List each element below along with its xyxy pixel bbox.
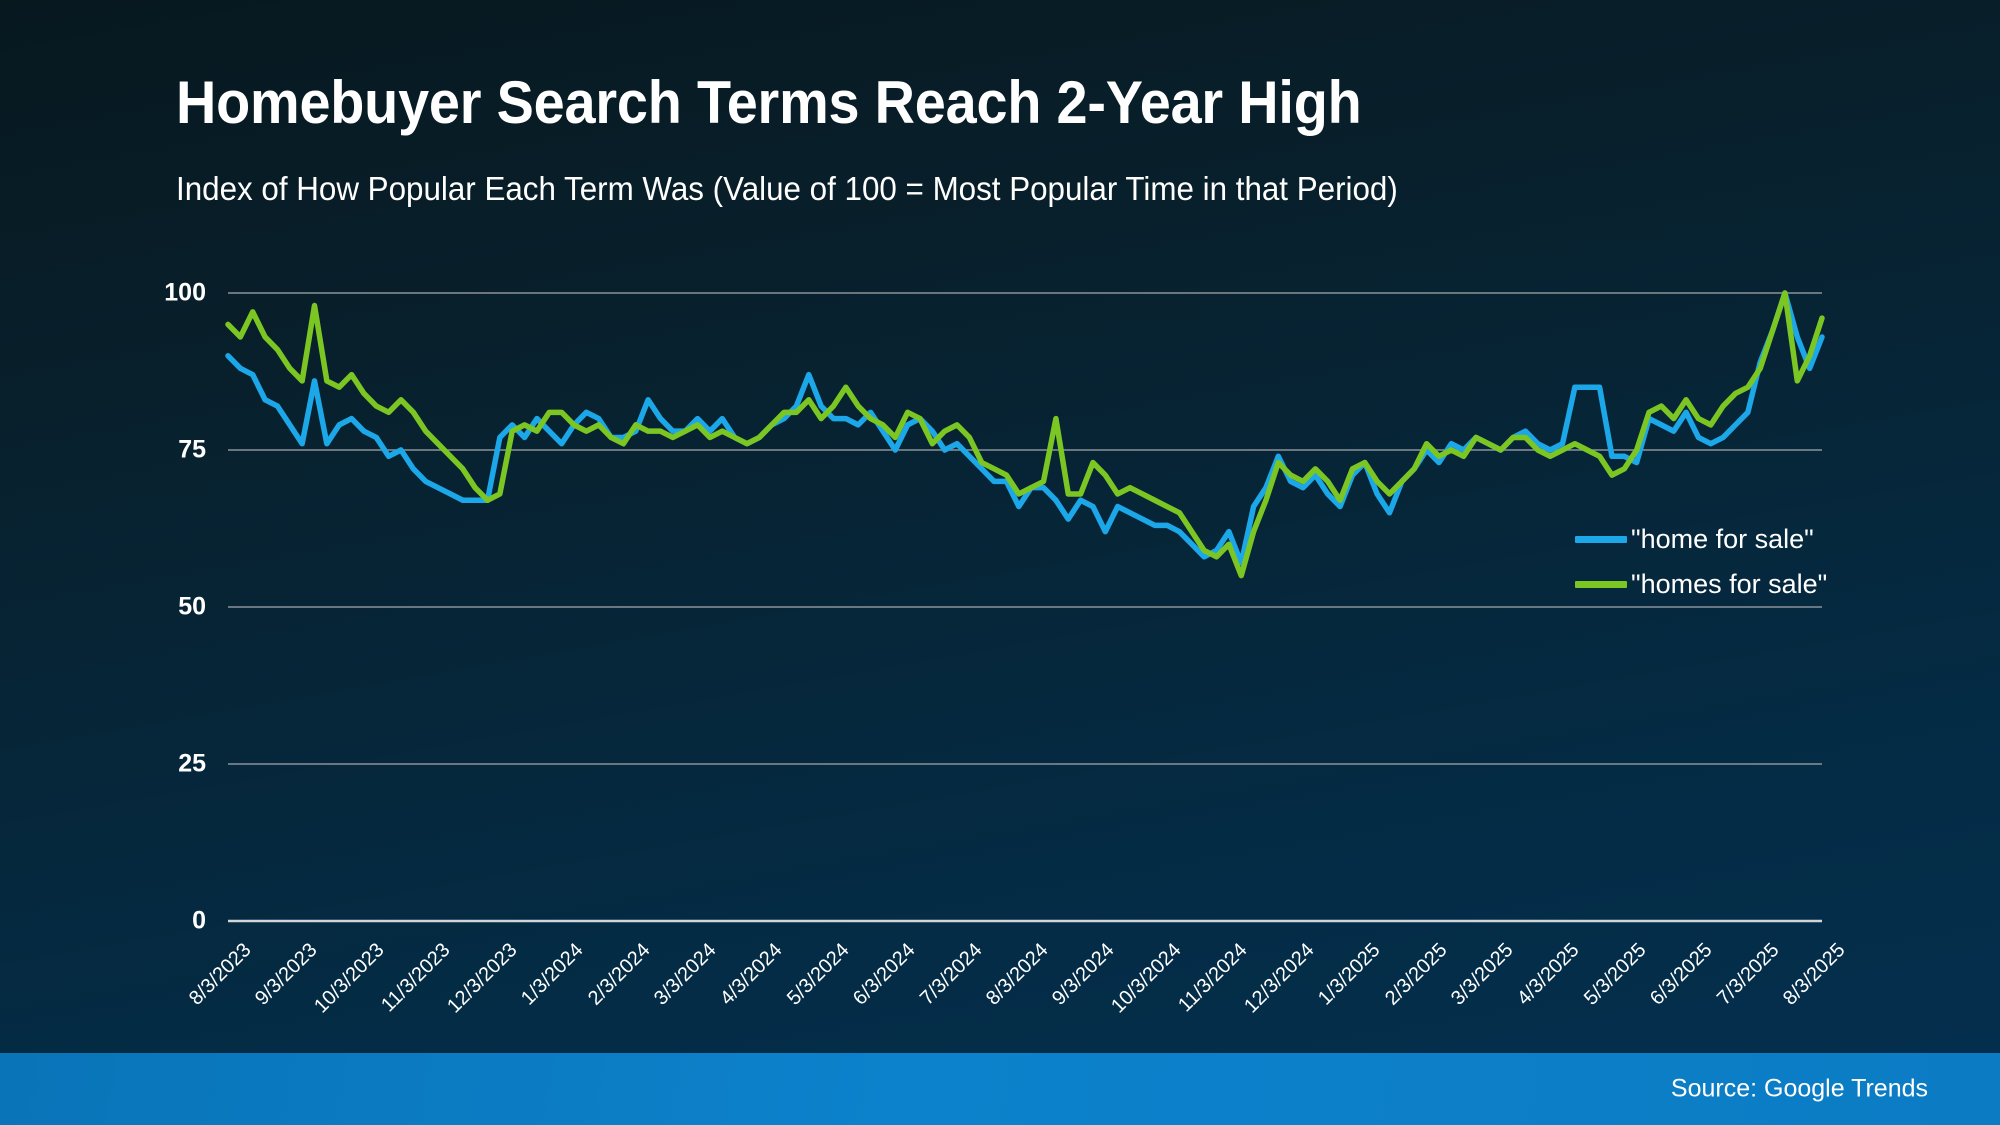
legend-label-homes-for-sale: "homes for sale": [1631, 569, 1828, 599]
page-subtitle: Index of How Popular Each Term Was (Valu…: [176, 170, 1398, 207]
footer-bar: Source: Google Trends: [0, 1053, 2000, 1125]
legend-swatch-green: [1575, 581, 1627, 588]
legend-swatch-blue: [1575, 536, 1627, 543]
y-axis-tick-label: 75: [178, 435, 206, 464]
source-attribution: Source: Google Trends: [1670, 1074, 1928, 1103]
y-axis-tick-label: 25: [178, 749, 206, 778]
legend-item-home-for-sale[interactable]: "home for sale": [1575, 517, 1835, 562]
page-title: Homebuyer Search Terms Reach 2-Year High: [176, 69, 1362, 136]
series-line-home-for-sale: [225, 290, 1825, 566]
legend-item-homes-for-sale[interactable]: "homes for sale": [1575, 562, 1835, 607]
series-line-homes-for-sale: [225, 290, 1825, 579]
y-axis-tick-label: 0: [192, 906, 206, 935]
legend-label-home-for-sale: "home for sale": [1631, 524, 1814, 554]
y-axis-tick-label: 100: [164, 278, 206, 307]
y-axis-tick-label: 50: [178, 592, 206, 621]
chart-legend: "home for sale" "homes for sale": [1575, 517, 1835, 607]
